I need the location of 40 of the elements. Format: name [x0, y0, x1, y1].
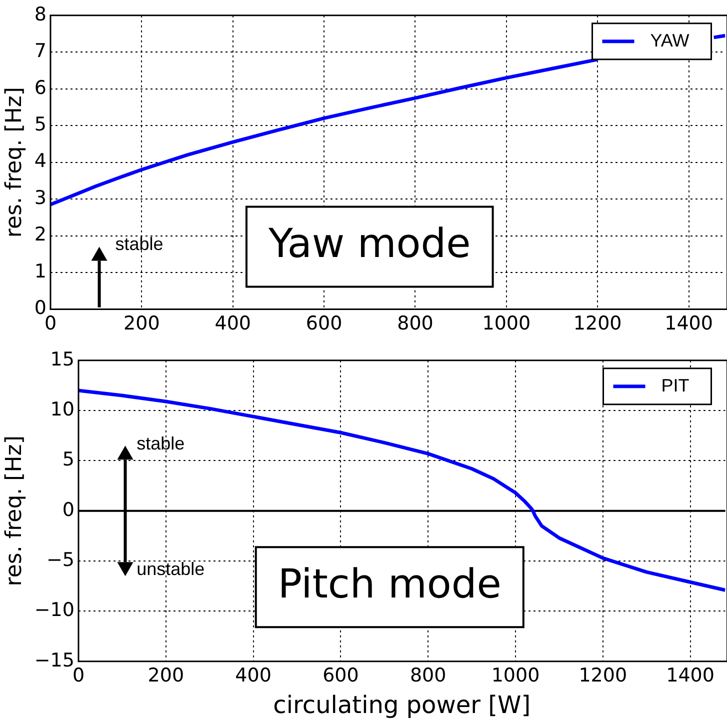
y-tick-label: 3 [34, 186, 46, 209]
y-axis-title: res. freq. [Hz] [2, 86, 27, 238]
y-tick-label: 6 [34, 76, 46, 99]
y-tick-label: 7 [34, 40, 46, 62]
legend-label: YAW [650, 30, 690, 50]
x-tick-label: 1200 [573, 312, 622, 335]
annotation: stable [115, 234, 164, 254]
y-tick-label: 8 [34, 3, 46, 26]
y-tick-label: 0 [62, 498, 74, 521]
x-tick-label: 400 [235, 664, 272, 687]
y-tick-label: −15 [34, 649, 74, 672]
y-tick-label: 0 [34, 297, 46, 320]
y-tick-label: 5 [62, 448, 74, 471]
x-tick-label: 1000 [491, 664, 540, 687]
x-tick-label: 800 [410, 664, 446, 687]
y-tick-label: 2 [34, 224, 46, 246]
x-tick-label: 1400 [664, 312, 713, 335]
y-tick-label: −5 [46, 549, 74, 572]
y-tick-label: 5 [34, 114, 46, 136]
annotation: Yaw mode [267, 221, 471, 268]
annotation: unstable [136, 559, 205, 580]
y-tick-label: 4 [34, 150, 46, 172]
annotation: stable [136, 434, 185, 454]
x-tick-label: 400 [214, 312, 251, 335]
x-tick-label: 600 [306, 312, 342, 335]
x-axis-title: circulating power [W] [273, 690, 531, 719]
x-tick-label: 1200 [578, 664, 628, 687]
legend-label: PIT [661, 375, 690, 396]
x-tick-label: 1400 [666, 664, 714, 687]
y-tick-label: −10 [34, 599, 74, 622]
x-tick-label: 1000 [482, 312, 531, 335]
x-tick-label: 800 [397, 312, 434, 335]
y-axis-title: res. freq. [Hz] [2, 436, 27, 586]
annotation: Pitch mode [278, 562, 502, 608]
x-tick-label: 200 [124, 312, 160, 335]
y-tick-label: 1 [34, 260, 46, 282]
y-tick-label: 10 [50, 398, 74, 421]
x-tick-label: 200 [148, 664, 184, 687]
x-tick-label: 600 [322, 664, 359, 687]
y-tick-label: 15 [50, 348, 74, 370]
